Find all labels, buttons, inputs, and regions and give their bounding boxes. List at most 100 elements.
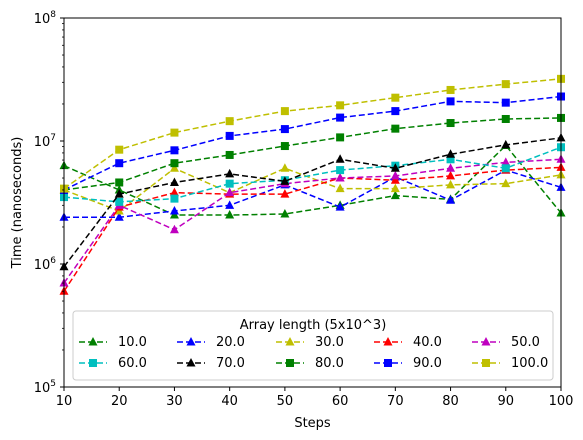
data-point [169, 163, 179, 172]
data-point [446, 179, 456, 189]
data-point [169, 177, 179, 186]
data-point [446, 149, 456, 158]
legend-marker [186, 337, 196, 346]
legend: Array length (5x10^3) 10.0 20.0 30.0 40.0 50… [72, 310, 554, 381]
legend-marker [89, 359, 97, 367]
data-point [501, 98, 510, 107]
y-tick-label: 107 [34, 133, 56, 150]
legend-label: 60.0 [118, 356, 147, 371]
legend-label: 20.0 [216, 335, 245, 350]
data-point [446, 119, 455, 128]
data-point [170, 128, 179, 137]
data-point [115, 145, 124, 154]
legend-label: 30.0 [315, 335, 344, 350]
y-tick-label: 108 [34, 10, 57, 27]
data-point [335, 202, 345, 211]
data-point [114, 212, 124, 221]
x-tick-label: 40 [221, 394, 238, 409]
series-line [63, 95, 562, 191]
legend-label: 70.0 [216, 356, 245, 371]
legend-marker [481, 337, 491, 346]
legend-entry-30.0: 30.0 [276, 335, 344, 350]
plot-frame [63, 17, 562, 388]
legend-label: 90.0 [413, 356, 442, 371]
data-point [446, 195, 456, 204]
axes-layer: 10 20 30 40 50 60 70 80 90 100 105 106 107 108 [34, 10, 574, 409]
legend-entry-10.0: 10.0 [79, 335, 147, 350]
data-point [280, 189, 290, 198]
data-point [225, 200, 235, 209]
legend-marker [186, 358, 196, 367]
legend-marker [383, 337, 393, 346]
legend-marker [384, 359, 392, 367]
data-point [336, 166, 345, 175]
x-tick-label: 20 [111, 394, 128, 409]
series-line [64, 169, 562, 218]
data-point [170, 159, 179, 168]
data-point [225, 150, 234, 159]
data-point [115, 178, 124, 187]
data-point [225, 131, 234, 140]
x-tick-label: 60 [332, 394, 349, 409]
data-point [501, 157, 511, 166]
data-point [169, 224, 179, 234]
x-tick-label: 50 [277, 394, 294, 409]
legend-label: 80.0 [315, 356, 344, 371]
data-point [336, 113, 345, 122]
data-point [391, 124, 400, 133]
data-point [280, 208, 290, 218]
legend-entry-70.0: 70.0 [177, 356, 245, 371]
legend-entry-100.0: 100.0 [472, 356, 548, 371]
x-tick-label: 80 [442, 394, 459, 409]
data-point [225, 187, 235, 197]
data-point [225, 179, 234, 188]
data-point [225, 168, 235, 178]
legend-label: 40.0 [413, 335, 442, 350]
data-point [336, 101, 345, 110]
series-line [63, 158, 562, 284]
data-point [390, 170, 400, 180]
data-point [446, 85, 455, 94]
legend-entry-20.0: 20.0 [177, 335, 245, 350]
data-point [501, 114, 510, 123]
data-point [335, 154, 345, 163]
data-point [225, 117, 234, 126]
data-point [446, 163, 456, 172]
series-line [63, 167, 562, 212]
x-tick-label: 30 [166, 394, 183, 409]
data-point [114, 189, 124, 198]
data-point [391, 93, 400, 102]
y-axis-label: Time (nanoseconds) [10, 137, 25, 270]
data-point [170, 194, 179, 203]
x-tick-label: 10 [56, 394, 73, 409]
legend-entry-90.0: 90.0 [374, 356, 442, 371]
data-point [501, 164, 510, 173]
data-point [115, 159, 124, 168]
data-point [115, 197, 124, 206]
data-point [170, 146, 179, 155]
series-line [63, 78, 562, 190]
series-line [63, 146, 562, 203]
x-tick-label: 90 [498, 394, 515, 409]
legend-entry-80.0: 80.0 [276, 356, 344, 371]
legend-marker [285, 337, 295, 346]
series-70.0 [59, 132, 566, 271]
legend-entry-50.0: 50.0 [472, 335, 540, 350]
data-point [390, 175, 400, 184]
data-point [280, 125, 289, 134]
legend-marker [286, 359, 294, 367]
data-point [169, 205, 179, 215]
data-point [280, 176, 290, 185]
data-point [391, 107, 400, 116]
x-axis-label: Steps [294, 416, 331, 431]
data-point [501, 139, 511, 149]
data-point [225, 210, 235, 219]
series-line [63, 137, 562, 268]
data-point [390, 183, 400, 193]
data-point [390, 163, 400, 172]
legend-label: 50.0 [511, 335, 540, 350]
data-point [280, 163, 290, 172]
data-point [335, 183, 345, 193]
legend-label: 100.0 [511, 356, 548, 371]
